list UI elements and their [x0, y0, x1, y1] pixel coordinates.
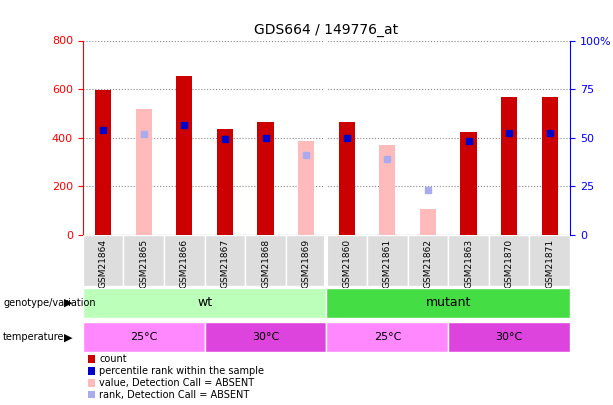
FancyBboxPatch shape — [448, 235, 489, 286]
Text: temperature: temperature — [3, 332, 64, 342]
Bar — [460, 132, 477, 235]
Text: GSM21863: GSM21863 — [464, 239, 473, 288]
FancyBboxPatch shape — [448, 322, 570, 352]
FancyBboxPatch shape — [327, 235, 367, 286]
Bar — [379, 145, 395, 235]
Text: 25°C: 25°C — [130, 332, 158, 342]
Bar — [501, 97, 517, 235]
Text: GSM21869: GSM21869 — [302, 239, 311, 288]
FancyBboxPatch shape — [286, 235, 327, 286]
FancyBboxPatch shape — [83, 288, 327, 318]
Text: GSM21864: GSM21864 — [99, 239, 107, 288]
Text: 30°C: 30°C — [495, 332, 523, 342]
Text: ▶: ▶ — [64, 298, 72, 308]
Text: GSM21861: GSM21861 — [383, 239, 392, 288]
FancyBboxPatch shape — [83, 235, 123, 286]
FancyBboxPatch shape — [83, 322, 205, 352]
FancyBboxPatch shape — [205, 322, 327, 352]
FancyBboxPatch shape — [327, 288, 570, 318]
Text: GSM21865: GSM21865 — [139, 239, 148, 288]
FancyBboxPatch shape — [164, 235, 205, 286]
Text: wt: wt — [197, 296, 212, 309]
Bar — [217, 129, 233, 235]
Text: 25°C: 25°C — [374, 332, 401, 342]
Text: GSM21860: GSM21860 — [342, 239, 351, 288]
Bar — [298, 141, 314, 235]
Legend: count, percentile rank within the sample, value, Detection Call = ABSENT, rank, : count, percentile rank within the sample… — [88, 354, 264, 400]
FancyBboxPatch shape — [408, 235, 448, 286]
FancyBboxPatch shape — [327, 322, 448, 352]
Text: GSM21867: GSM21867 — [221, 239, 229, 288]
Bar — [257, 122, 273, 235]
FancyBboxPatch shape — [245, 235, 286, 286]
FancyBboxPatch shape — [367, 235, 408, 286]
Text: GSM21866: GSM21866 — [180, 239, 189, 288]
Bar — [338, 122, 355, 235]
Bar — [95, 90, 111, 235]
Bar — [176, 76, 192, 235]
Text: GSM21862: GSM21862 — [424, 239, 432, 288]
Title: GDS664 / 149776_at: GDS664 / 149776_at — [254, 23, 398, 37]
Text: mutant: mutant — [425, 296, 471, 309]
Text: GSM21868: GSM21868 — [261, 239, 270, 288]
Text: ▶: ▶ — [64, 332, 72, 342]
FancyBboxPatch shape — [489, 235, 530, 286]
Text: genotype/variation: genotype/variation — [3, 298, 96, 308]
Text: GSM21870: GSM21870 — [504, 239, 514, 288]
Text: 30°C: 30°C — [252, 332, 279, 342]
Bar — [135, 109, 152, 235]
FancyBboxPatch shape — [530, 235, 570, 286]
FancyBboxPatch shape — [123, 235, 164, 286]
Bar — [420, 209, 436, 235]
Text: GSM21871: GSM21871 — [546, 239, 554, 288]
FancyBboxPatch shape — [205, 235, 245, 286]
Bar — [542, 97, 558, 235]
